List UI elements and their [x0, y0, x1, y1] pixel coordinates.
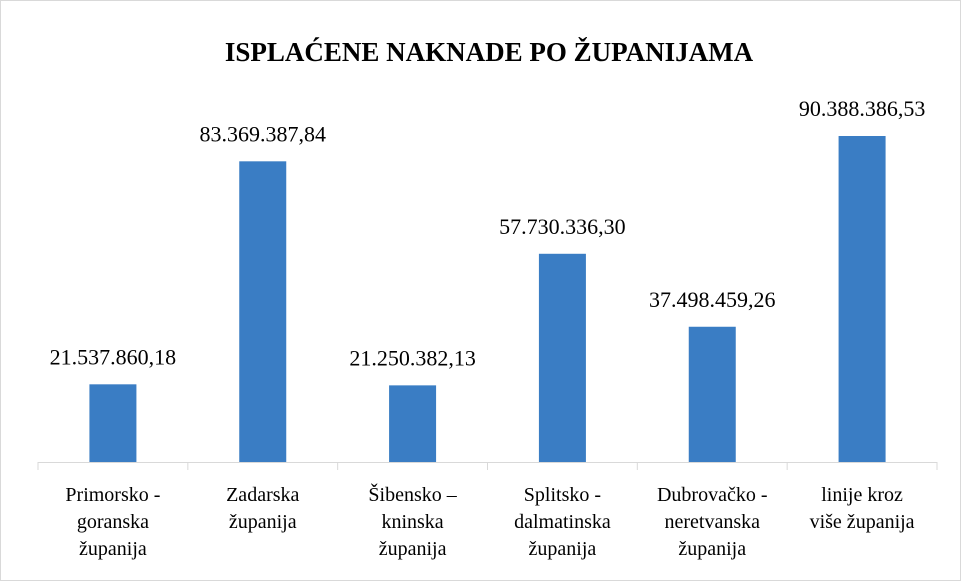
data-label: 21.537.860,18: [50, 344, 177, 369]
data-label: 90.388.386,53: [799, 96, 926, 121]
bar: [389, 385, 437, 462]
x-tick-label: Zadarska županija: [226, 484, 299, 533]
x-tick-label: linije kroz više županija: [810, 484, 915, 533]
data-label: 83.369.387,84: [200, 121, 327, 146]
x-tick-label: Splitsko -dalmatinska županija: [514, 484, 611, 560]
x-tick-label: Dubrovačko -neretvanska županija: [657, 484, 768, 560]
data-label: 21.250.382,13: [349, 345, 476, 370]
bar: [688, 326, 736, 462]
bar: [89, 384, 137, 462]
chart-title: ISPLAĆENE NAKNADE PO ŽUPANIJAMA: [225, 37, 754, 67]
data-label: 37.498.459,26: [649, 287, 776, 312]
data-label: 57.730.336,30: [499, 214, 626, 239]
bar: [838, 136, 886, 462]
bar: [239, 161, 287, 462]
bar: [538, 253, 586, 462]
x-tick-label: Primorsko -goranska županija: [65, 484, 160, 560]
x-tick-label: Šibensko – kninska županija: [368, 482, 457, 560]
